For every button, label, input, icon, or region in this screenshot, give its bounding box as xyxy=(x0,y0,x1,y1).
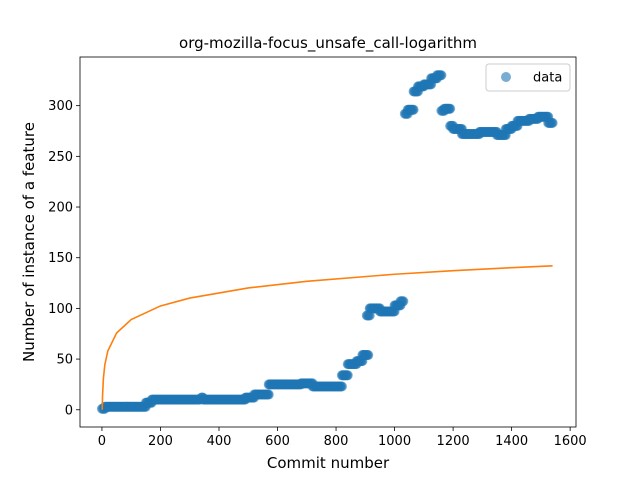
plot-marks xyxy=(96,70,558,414)
data-point xyxy=(363,350,374,361)
data-point xyxy=(408,104,419,115)
x-tick-label: 1200 xyxy=(437,434,470,449)
x-tick-label: 800 xyxy=(324,434,349,449)
x-axis-ticks: 0 200 400 600 800 1000 1200 1400 1600 xyxy=(98,427,587,449)
x-tick-label: 1400 xyxy=(495,434,528,449)
plot-frame xyxy=(79,56,577,428)
y-tick-label: 300 xyxy=(48,99,73,114)
x-axis-label: Commit number xyxy=(267,454,390,472)
y-axis-ticks: 0 50 100 150 200 250 300 xyxy=(48,99,80,418)
y-tick-label: 150 xyxy=(48,251,73,266)
legend: data xyxy=(485,63,571,92)
x-tick-label: 400 xyxy=(207,434,232,449)
chart-title: org-mozilla-focus_unsafe_call-logarithm xyxy=(179,34,477,53)
data-point xyxy=(436,70,447,81)
y-tick-label: 250 xyxy=(48,150,73,165)
y-tick-label: 0 xyxy=(65,403,73,418)
legend-label: data xyxy=(533,71,562,86)
y-tick-label: 50 xyxy=(56,353,73,368)
legend-box xyxy=(485,63,571,92)
data-point xyxy=(445,103,456,114)
data-point xyxy=(398,296,409,307)
x-tick-label: 0 xyxy=(98,434,106,449)
data-point xyxy=(336,381,347,392)
data-point xyxy=(342,370,353,381)
y-axis-label: Number of instance of a feature xyxy=(20,122,38,362)
data-point xyxy=(547,117,558,128)
x-tick-label: 1000 xyxy=(378,434,411,449)
legend-marker xyxy=(501,72,511,82)
x-tick-label: 200 xyxy=(148,434,173,449)
y-tick-label: 100 xyxy=(48,302,73,317)
fit-line xyxy=(101,265,553,410)
data-points xyxy=(96,70,558,414)
x-tick-label: 1600 xyxy=(554,434,587,449)
data-point xyxy=(263,389,274,400)
x-tick-label: 600 xyxy=(265,434,290,449)
y-tick-label: 200 xyxy=(48,201,73,216)
